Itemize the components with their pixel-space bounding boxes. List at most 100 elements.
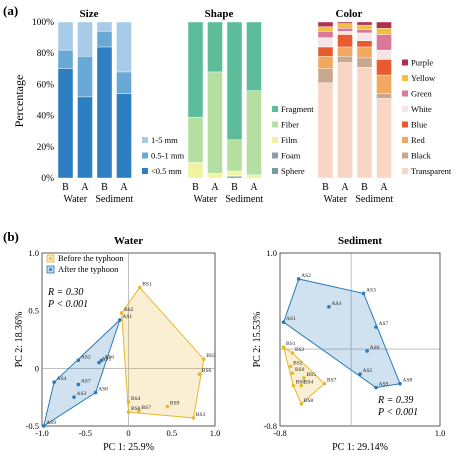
bar-segment (317, 82, 334, 179)
y-tick-label: 0.5 (28, 306, 39, 316)
point-label: AS4 (331, 301, 341, 307)
bar-segment (337, 21, 353, 24)
legend-label: Sphere (281, 166, 305, 176)
bar-segment (337, 62, 353, 179)
data-point (165, 404, 170, 409)
legend-label: White (411, 104, 432, 114)
x-tick-label: B (192, 182, 199, 193)
bar-segment (376, 93, 392, 99)
legend-label: Fiber (281, 120, 299, 130)
legend-label: 1-5 mm (151, 135, 178, 145)
bar-segment (77, 96, 93, 179)
bar-segment (187, 21, 204, 118)
bar-segment (356, 67, 373, 179)
bar-segment (116, 21, 132, 73)
plot-frame (279, 252, 441, 427)
legend-label: Green (411, 89, 433, 99)
legend-swatch (402, 106, 408, 112)
point-label: AS6 (370, 345, 380, 351)
data-point (119, 311, 124, 315)
bar-segment (356, 32, 373, 41)
bar-segment (96, 21, 113, 32)
x-tick-label: B (361, 182, 368, 193)
point-label: BS5 (307, 372, 317, 378)
legend-label: After the typhoon (58, 264, 119, 274)
point-label: BS7 (327, 378, 337, 384)
x-tick-label: -1.0 (35, 428, 48, 438)
legend-marker (49, 257, 52, 260)
bar-segment (356, 46, 373, 59)
group-label: Sediment (95, 194, 133, 205)
group-label: Water (63, 194, 87, 205)
data-point (374, 325, 378, 329)
legend-swatch (272, 137, 278, 143)
hull-after (283, 278, 401, 389)
data-point (296, 277, 301, 281)
bar-segment (96, 46, 113, 179)
bar-segment (226, 170, 243, 176)
x-axis-label: PC 1: 29.14% (332, 442, 388, 453)
chart-title: Sediment (338, 235, 382, 247)
group-label: Water (323, 194, 347, 205)
bar-segment (376, 28, 392, 35)
bar-segment (356, 57, 373, 68)
point-label: BS1 (286, 341, 296, 347)
panel-a-y-axis-label: Percentage (12, 75, 26, 128)
panel-b-label: (b) (3, 229, 19, 244)
point-label: BS9 (170, 400, 180, 406)
legend-swatch (272, 121, 278, 128)
bar-segment (77, 21, 93, 57)
bar-segment (337, 34, 353, 48)
chart-title: Color (336, 8, 363, 20)
pca-plots: WaterBS1BS2BS3BS4BS5BS6BS7BS8BS9AS1AS2AS… (14, 235, 445, 453)
point-label: AS8 (403, 378, 413, 384)
data-point (93, 390, 98, 395)
hull-before (121, 286, 205, 419)
data-point (365, 349, 369, 353)
point-label: BS2 (124, 307, 134, 313)
legend-label: Before the typhoon (58, 253, 124, 263)
stats-text: R = 0.39 (377, 395, 413, 406)
bar-segment (337, 46, 353, 57)
bar-segment (356, 40, 373, 48)
legend-label: Film (281, 135, 297, 145)
data-point (290, 351, 295, 355)
stats-text: P < 0.001 (377, 407, 418, 418)
data-point (52, 380, 56, 384)
point-label: AS1 (286, 316, 296, 322)
legend-swatch (402, 75, 408, 81)
data-point (302, 376, 306, 380)
point-label: AS1 (122, 314, 132, 320)
x-tick-label: 1.0 (435, 428, 446, 438)
group-label: Water (193, 194, 217, 205)
data-point (358, 372, 362, 376)
y-tick-label: 0 (35, 363, 39, 373)
point-label: BS4 (304, 380, 314, 386)
x-tick-label: A (380, 182, 388, 193)
point-label: AS7 (81, 378, 91, 384)
data-point (327, 305, 331, 309)
point-label: BS3 (295, 347, 305, 353)
legend-swatch (402, 137, 408, 143)
point-label: BS1 (142, 282, 152, 288)
bar-segment (116, 71, 132, 94)
legend-swatch (402, 152, 408, 159)
hull-before (282, 346, 326, 405)
data-point (361, 291, 366, 296)
bar-segment (317, 21, 334, 27)
bar-segment (246, 90, 262, 176)
x-tick-label: 1.0 (210, 428, 221, 438)
x-tick-label: A (81, 182, 89, 193)
legend-swatch (402, 168, 408, 174)
point-label: AS2 (81, 354, 91, 360)
data-point (97, 360, 101, 365)
data-point (126, 410, 131, 414)
bar-segment (337, 23, 353, 29)
y-tick-label: 1.0 (266, 248, 277, 258)
point-label: BS5 (206, 353, 216, 359)
bar-segment (57, 21, 74, 51)
bar-segment (226, 176, 243, 179)
